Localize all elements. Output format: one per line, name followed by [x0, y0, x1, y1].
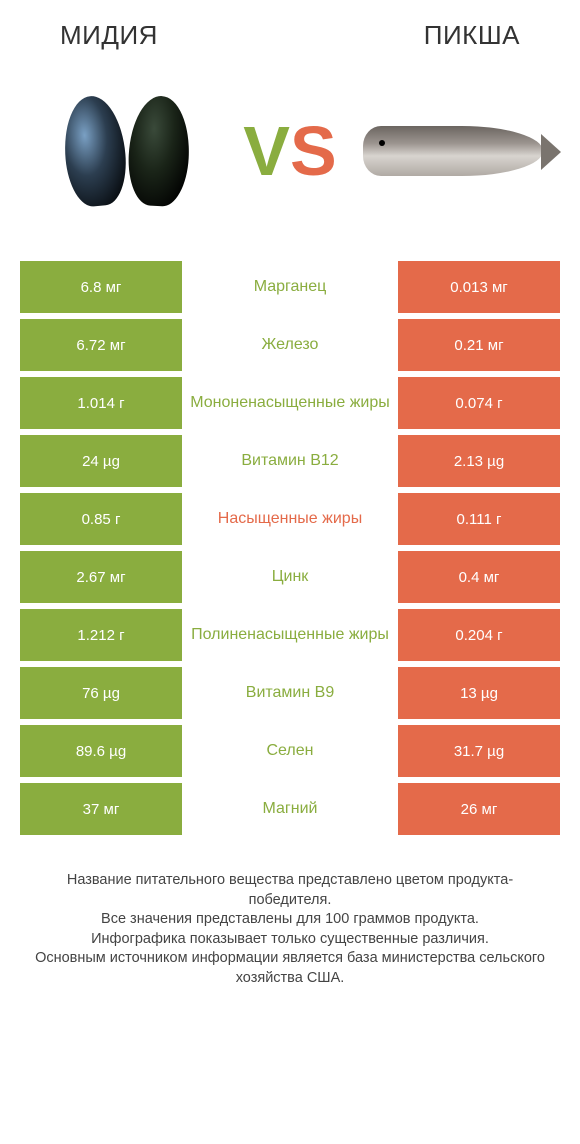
left-value: 6.72 мг — [20, 319, 182, 371]
footer-text: Название питательного вещества представл… — [20, 871, 560, 988]
nutrient-name: Селен — [182, 725, 398, 777]
left-value: 76 µg — [20, 667, 182, 719]
nutrient-name: Железо — [182, 319, 398, 371]
right-food-title: ПИКША — [424, 20, 520, 51]
right-value: 2.13 µg — [398, 435, 560, 487]
fish-icon — [363, 126, 543, 176]
nutrient-name: Цинк — [182, 551, 398, 603]
right-value: 0.111 г — [398, 493, 560, 545]
vs-row: VS — [20, 71, 560, 231]
nutrient-row: 6.72 мгЖелезо0.21 мг — [20, 319, 560, 377]
nutrient-name: Витамин B12 — [182, 435, 398, 487]
right-value: 31.7 µg — [398, 725, 560, 777]
left-food-image — [20, 96, 233, 206]
nutrient-name: Магний — [182, 783, 398, 835]
right-value: 0.013 мг — [398, 261, 560, 313]
right-value: 0.4 мг — [398, 551, 560, 603]
right-value: 0.204 г — [398, 609, 560, 661]
footer-line: Все значения представлены для 100 граммо… — [26, 910, 554, 930]
nutrient-name: Полиненасыщенные жиры — [182, 609, 398, 661]
nutrient-name: Марганец — [182, 261, 398, 313]
vs-s-letter: S — [290, 111, 337, 191]
nutrient-row: 89.6 µgСелен31.7 µg — [20, 725, 560, 783]
nutrient-row: 6.8 мгМарганец0.013 мг — [20, 261, 560, 319]
right-food-image — [347, 126, 560, 176]
nutrient-row: 24 µgВитамин B122.13 µg — [20, 435, 560, 493]
right-value: 0.074 г — [398, 377, 560, 429]
left-food-title: МИДИЯ — [60, 20, 158, 51]
left-value: 1.212 г — [20, 609, 182, 661]
left-value: 2.67 мг — [20, 551, 182, 603]
nutrient-name: Витамин B9 — [182, 667, 398, 719]
right-value: 0.21 мг — [398, 319, 560, 371]
nutrient-name: Мононенасыщенные жиры — [182, 377, 398, 429]
left-value: 89.6 µg — [20, 725, 182, 777]
vs-v-letter: V — [243, 111, 290, 191]
nutrient-row: 1.014 гМононенасыщенные жиры0.074 г — [20, 377, 560, 435]
nutrient-row: 37 мгМагний26 мг — [20, 783, 560, 841]
right-value: 26 мг — [398, 783, 560, 835]
right-value: 13 µg — [398, 667, 560, 719]
left-value: 0.85 г — [20, 493, 182, 545]
left-value: 1.014 г — [20, 377, 182, 429]
footer-line: Инфографика показывает только существенн… — [26, 930, 554, 950]
footer-line: Основным источником информации является … — [26, 949, 554, 988]
nutrient-row: 2.67 мгЦинк0.4 мг — [20, 551, 560, 609]
header: МИДИЯ ПИКША — [20, 20, 560, 51]
left-value: 37 мг — [20, 783, 182, 835]
nutrient-name: Насыщенные жиры — [182, 493, 398, 545]
nutrient-row: 1.212 гПолиненасыщенные жиры0.204 г — [20, 609, 560, 667]
mussels-icon — [65, 96, 189, 206]
left-value: 6.8 мг — [20, 261, 182, 313]
nutrient-table: 6.8 мгМарганец0.013 мг6.72 мгЖелезо0.21 … — [20, 261, 560, 841]
nutrient-row: 76 µgВитамин B913 µg — [20, 667, 560, 725]
infographic-container: МИДИЯ ПИКША VS 6.8 мгМарганец0.013 мг6.7… — [0, 0, 580, 1018]
nutrient-row: 0.85 гНасыщенные жиры0.111 г — [20, 493, 560, 551]
left-value: 24 µg — [20, 435, 182, 487]
footer-line: Название питательного вещества представл… — [26, 871, 554, 910]
vs-label: VS — [233, 111, 346, 191]
